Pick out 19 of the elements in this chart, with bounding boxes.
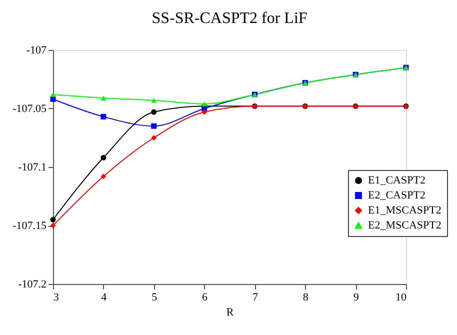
y-tick-label: -107.1	[18, 162, 46, 174]
x-tick-label: 7	[252, 292, 258, 304]
legend-label: E2_MSCASPT2	[368, 220, 442, 232]
legend-label: E2_CASPT2	[368, 190, 426, 202]
legend-label: E1_MSCASPT2	[368, 204, 442, 216]
y-tick-label: -107.2	[18, 278, 46, 290]
x-tick-label: 9	[353, 292, 360, 304]
y-tick-label: -107.05	[12, 103, 47, 115]
x-axis-title: R	[226, 306, 234, 318]
x-tick-label: 10	[396, 292, 407, 304]
chart-title: SS-SR-CASPT2 for LiF	[152, 10, 308, 27]
x-tick-label: 3	[54, 292, 60, 304]
x-tick-label: 6	[202, 292, 208, 304]
y-tick-label: -107	[26, 44, 47, 56]
x-tick-label: 4	[101, 292, 108, 304]
legend-label: E1_CASPT2	[368, 174, 426, 186]
x-tick-label: 5	[152, 292, 158, 304]
y-tick-label: -107.15	[12, 220, 47, 232]
x-tick-label: 8	[302, 292, 309, 304]
